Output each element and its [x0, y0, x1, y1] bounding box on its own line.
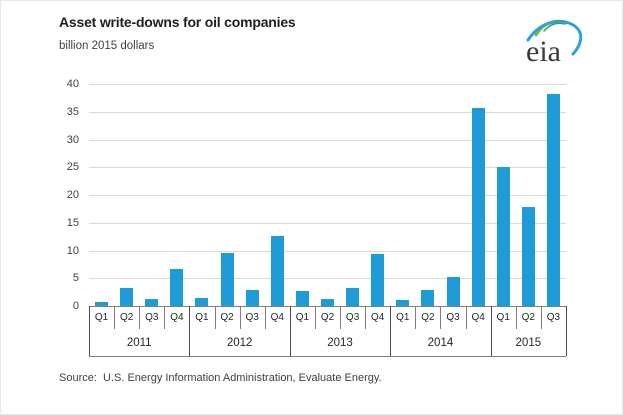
gridline	[89, 278, 566, 280]
quarter-label: Q1	[195, 312, 209, 323]
y-axis-tick-label: 10	[66, 244, 79, 257]
quarter-separator	[540, 306, 542, 329]
y-axis-tick-label: 35	[66, 105, 79, 118]
bar	[421, 290, 435, 306]
quarter-separator	[239, 306, 241, 329]
y-axis-tick-label: 25	[66, 161, 79, 174]
quarter-label: Q2	[521, 312, 535, 323]
quarter-separator	[164, 306, 166, 329]
logo-leaf2-icon	[543, 22, 565, 32]
quarter-label: Q2	[119, 312, 134, 323]
gridline	[89, 139, 566, 141]
quarter-label: Q4	[371, 312, 385, 323]
bar	[521, 206, 535, 306]
gridline	[89, 167, 566, 169]
quarter-label: Q2	[320, 312, 335, 323]
quarter-separator	[139, 306, 141, 329]
quarter-label: Q1	[94, 312, 109, 323]
bar	[396, 300, 410, 306]
eia-logo-graphic: eia	[526, 19, 583, 68]
quarter-label: Q4	[270, 312, 284, 323]
bar	[270, 236, 284, 306]
year-separator	[289, 306, 291, 356]
quarter-separator	[264, 306, 266, 329]
y-axis-tick-label: 5	[72, 272, 79, 285]
bar	[120, 288, 134, 306]
y-axis-tick-label: 20	[66, 189, 79, 201]
quarter-separator	[114, 306, 116, 329]
y-axis-tick-label: 15	[66, 216, 79, 229]
bar	[145, 299, 159, 306]
quarter-label: Q2	[421, 312, 435, 323]
quarter-separator	[340, 306, 342, 329]
bar	[220, 253, 234, 306]
gridline	[89, 250, 566, 252]
year-separator	[490, 306, 492, 356]
bar	[496, 166, 510, 306]
y-axis-tick-label: 0	[72, 300, 79, 312]
logo-text: eia	[526, 35, 561, 68]
quarter-label: Q3	[446, 312, 460, 323]
quarter-label: Q1	[396, 312, 410, 323]
bar	[471, 108, 485, 306]
quarter-label: Q3	[345, 312, 360, 323]
quarter-label: Q4	[471, 312, 485, 323]
bar	[195, 298, 209, 306]
quarter-separator	[465, 306, 467, 329]
quarter-label: Q2	[220, 312, 234, 323]
year-label: 2012	[226, 337, 253, 349]
x-axis-line	[89, 306, 566, 307]
year-label: 2013	[327, 337, 353, 349]
gridline	[89, 111, 566, 113]
year-label: 2011	[126, 337, 152, 349]
bar	[295, 291, 309, 306]
quarter-label: Q4	[170, 312, 184, 323]
year-separator	[89, 306, 90, 356]
source-note: Source: U.S. Energy Information Administ…	[59, 372, 382, 384]
page-title: Asset write-downs for oil companies	[59, 14, 296, 30]
quarter-label: Q3	[245, 312, 259, 323]
year-separator	[390, 306, 392, 356]
bar	[170, 268, 184, 306]
bar	[95, 301, 109, 306]
year-label: 2014	[427, 337, 454, 349]
quarter-label: Q3	[145, 312, 159, 323]
quarter-separator	[415, 306, 417, 329]
quarter-separator	[314, 306, 316, 329]
bar	[546, 93, 560, 306]
year-separator	[189, 306, 191, 356]
quarter-separator	[365, 306, 367, 329]
quarter-label: Q3	[546, 312, 561, 323]
gridline	[89, 84, 566, 85]
eia-logo: eia	[522, 11, 592, 69]
quarter-separator	[440, 306, 442, 329]
bar	[371, 254, 385, 306]
chart-subtitle: billion 2015 dollars	[59, 40, 155, 52]
bar	[446, 276, 460, 306]
gridline	[89, 222, 566, 224]
bar	[321, 299, 334, 306]
year-label: 2015	[515, 337, 542, 349]
gridline	[89, 195, 566, 196]
quarter-separator	[515, 306, 517, 329]
axis-bottom-line	[89, 356, 566, 357]
bar	[346, 287, 360, 306]
year-separator	[566, 306, 567, 356]
logo-swoosh-icon	[526, 20, 583, 56]
quarter-label: Q1	[295, 312, 310, 323]
quarter-label: Q1	[496, 312, 510, 323]
y-axis-tick-label: 40	[66, 78, 79, 90]
y-axis-tick-label: 30	[66, 133, 79, 146]
quarter-separator	[214, 306, 216, 329]
bar	[245, 290, 259, 306]
